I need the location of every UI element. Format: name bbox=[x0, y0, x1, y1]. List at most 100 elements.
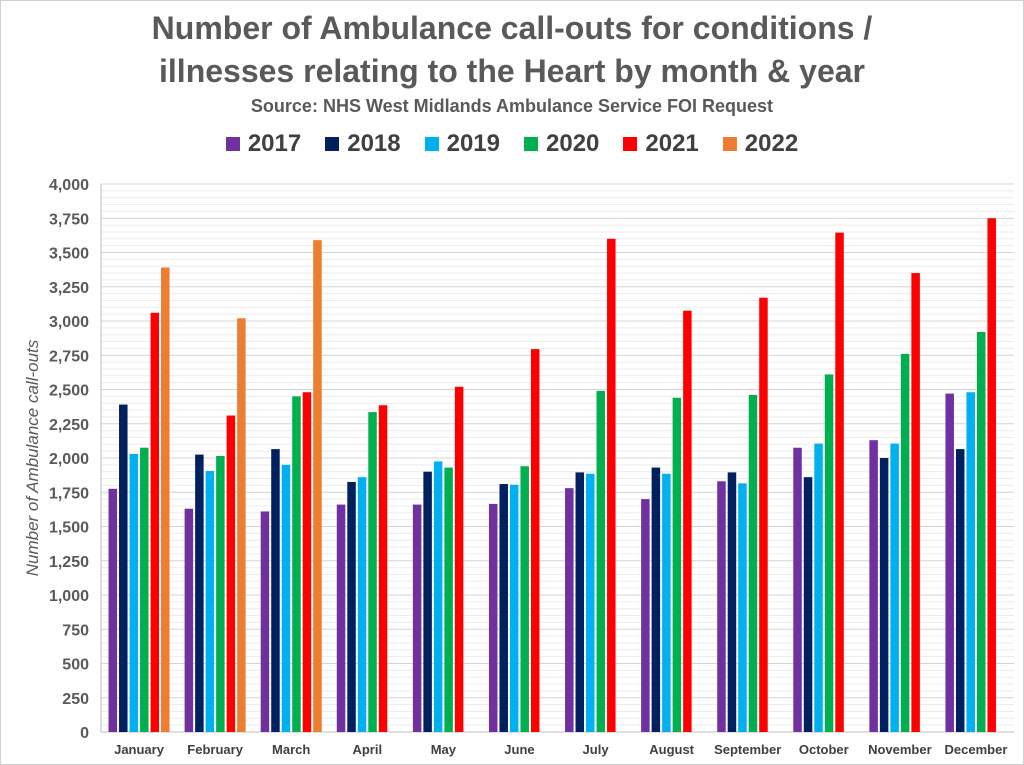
bar-april-2018 bbox=[347, 481, 356, 732]
bar-april-2020 bbox=[368, 412, 377, 732]
bar-january-2017 bbox=[108, 488, 118, 732]
legend: 2017 2018 2019 2020 2021 2022 bbox=[0, 130, 1024, 158]
bar-november-2019 bbox=[890, 443, 899, 732]
bar-march-2017 bbox=[260, 511, 270, 732]
bar-november-2018 bbox=[879, 458, 889, 732]
x-tick-label: April bbox=[352, 742, 382, 757]
bar-september-2018 bbox=[727, 472, 737, 732]
legend-item-2018: 2018 bbox=[325, 130, 401, 158]
legend-swatch-2018 bbox=[325, 137, 340, 151]
bar-march-2020 bbox=[292, 396, 301, 732]
bar-january-2021 bbox=[150, 312, 160, 732]
y-tick-label: 3,250 bbox=[49, 280, 89, 297]
chart-title-line2: illnesses relating to the Heart by month… bbox=[159, 53, 865, 89]
bar-december-2017 bbox=[945, 393, 954, 732]
x-tick-label: July bbox=[583, 742, 610, 757]
x-tick-label: December bbox=[945, 742, 1008, 757]
bar-august-2017 bbox=[641, 499, 650, 732]
bar-september-2017 bbox=[717, 481, 726, 732]
bar-december-2021 bbox=[987, 218, 996, 732]
y-tick-label: 3,500 bbox=[49, 246, 89, 263]
bar-october-2019 bbox=[814, 443, 823, 732]
bar-april-2019 bbox=[357, 477, 367, 732]
legend-swatch-2021 bbox=[623, 137, 638, 151]
legend-swatch-2020 bbox=[524, 137, 538, 151]
bar-october-2020 bbox=[824, 374, 834, 732]
bar-july-2019 bbox=[586, 473, 595, 732]
legend-item-2019: 2019 bbox=[424, 130, 500, 158]
y-tick-label: 2,750 bbox=[49, 348, 89, 365]
bar-september-2019 bbox=[738, 483, 747, 732]
legend-label-2022: 2022 bbox=[744, 130, 799, 157]
bar-april-2017 bbox=[336, 504, 346, 732]
bar-october-2021 bbox=[835, 232, 844, 732]
y-tick-label: 250 bbox=[62, 691, 89, 708]
bar-july-2020 bbox=[596, 390, 606, 732]
bar-september-2021 bbox=[759, 297, 768, 732]
bar-may-2021 bbox=[454, 386, 464, 732]
bar-august-2021 bbox=[683, 310, 692, 732]
legend-item-2020: 2020 bbox=[524, 130, 599, 158]
bar-may-2019 bbox=[433, 461, 443, 732]
bar-july-2018 bbox=[575, 472, 585, 732]
bar-june-2020 bbox=[520, 466, 529, 732]
bar-january-2020 bbox=[140, 447, 149, 732]
bar-january-2022 bbox=[161, 267, 170, 732]
y-tick-label: 750 bbox=[62, 622, 89, 639]
legend-label-2017: 2017 bbox=[247, 130, 302, 157]
y-tick-label: 1,500 bbox=[49, 520, 89, 537]
chart-subtitle: Source: NHS West Midlands Ambulance Serv… bbox=[250, 96, 774, 116]
bar-october-2017 bbox=[793, 447, 802, 732]
bar-february-2020 bbox=[216, 455, 225, 732]
bar-august-2018 bbox=[651, 467, 661, 732]
bar-december-2018 bbox=[955, 449, 965, 732]
y-tick-label: 3,000 bbox=[49, 314, 89, 331]
bar-november-2017 bbox=[869, 440, 878, 732]
bar-june-2019 bbox=[509, 484, 519, 732]
legend-item-2021: 2021 bbox=[623, 130, 699, 158]
bar-march-2021 bbox=[302, 392, 312, 732]
bar-june-2021 bbox=[530, 349, 540, 732]
y-tick-label: 2,500 bbox=[49, 383, 89, 400]
bar-march-2019 bbox=[281, 464, 291, 732]
y-tick-label: 2,000 bbox=[49, 451, 89, 468]
bar-march-2022 bbox=[313, 240, 322, 733]
x-tick-label: January bbox=[114, 742, 165, 757]
y-tick-label: 1,000 bbox=[49, 588, 89, 605]
x-tick-label: September bbox=[714, 742, 781, 757]
bar-august-2020 bbox=[672, 397, 682, 732]
bar-november-2021 bbox=[911, 273, 920, 732]
bar-july-2021 bbox=[607, 238, 616, 733]
bar-january-2019 bbox=[129, 453, 139, 732]
legend-label-2020: 2020 bbox=[546, 130, 600, 157]
y-tick-label: 3,750 bbox=[49, 211, 89, 228]
legend-item-2017: 2017 bbox=[225, 130, 302, 158]
legend-item-2022: 2022 bbox=[722, 130, 799, 158]
y-tick-label: 4,000 bbox=[49, 177, 89, 194]
y-tick-label: 0 bbox=[80, 725, 89, 742]
y-tick-label: 500 bbox=[62, 657, 89, 674]
legend-label-2021: 2021 bbox=[645, 130, 699, 157]
legend-label-2018: 2018 bbox=[347, 130, 401, 157]
y-tick-label: 1,750 bbox=[49, 485, 89, 502]
x-tick-label: February bbox=[187, 742, 243, 757]
legend-label-2019: 2019 bbox=[446, 130, 500, 157]
bar-february-2017 bbox=[184, 508, 194, 732]
bar-march-2018 bbox=[271, 449, 280, 732]
y-tick-label: 1,250 bbox=[49, 554, 89, 571]
y-axis-title: Number of Ambulance call-outs bbox=[23, 339, 42, 576]
bar-february-2021 bbox=[226, 415, 236, 732]
bar-february-2019 bbox=[205, 471, 215, 732]
bar-september-2020 bbox=[748, 394, 758, 732]
bar-january-2018 bbox=[119, 404, 128, 732]
bar-december-2020 bbox=[976, 331, 986, 732]
legend-swatch-2022 bbox=[722, 137, 737, 151]
bar-june-2017 bbox=[488, 503, 498, 732]
y-tick-label: 2,250 bbox=[49, 417, 89, 434]
bar-december-2019 bbox=[966, 392, 975, 732]
x-tick-label: March bbox=[272, 742, 310, 757]
bar-february-2022 bbox=[237, 318, 246, 732]
bar-august-2019 bbox=[662, 473, 671, 732]
bar-may-2018 bbox=[423, 471, 432, 732]
